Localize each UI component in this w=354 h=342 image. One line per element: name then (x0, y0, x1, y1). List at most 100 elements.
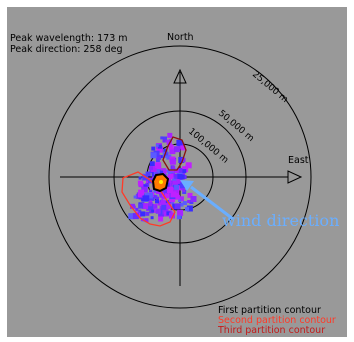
spectrum-pixel (166, 154, 172, 160)
spectrum-pixel (166, 169, 170, 173)
spectrum-pixel (177, 174, 183, 179)
spectrum-pixel (163, 148, 168, 153)
spectrum-pixel (162, 139, 166, 143)
spectrum-pixel (157, 208, 163, 214)
spectrum-pixel (157, 144, 162, 149)
spectrum-pixel (151, 146, 156, 151)
spectrum-pixel (174, 146, 180, 153)
spectrum-pixel (164, 193, 170, 199)
wind-direction-label: wind direction (222, 211, 339, 230)
spectrum-pixel (161, 204, 167, 210)
wind-direction-arrow (180, 180, 234, 221)
spectrum-pixel (185, 162, 192, 169)
spectrum-pixel (141, 198, 145, 202)
spectrum-pixel (144, 218, 149, 223)
spectrum-pixel (165, 203, 172, 210)
spectrum-pixel (178, 156, 185, 163)
spectrum-pixel (138, 176, 142, 180)
spectrum-pixel (176, 139, 183, 146)
spectrum-pixel (157, 200, 163, 206)
spectrum-pixel (168, 144, 174, 150)
spectrum-pixel (149, 190, 153, 194)
spectrum-pixel (166, 140, 172, 145)
spectrum-pixel (155, 199, 159, 204)
spectrum-pixel (132, 213, 139, 220)
spectrum-pixel (185, 207, 189, 212)
spectrum-pixel (169, 196, 175, 203)
spectrum-pixel (164, 152, 168, 156)
spectrum-pixel (181, 172, 186, 177)
spectrum-pixel (179, 202, 184, 207)
spectrum-pixel (146, 192, 153, 199)
spectrum-pixel (166, 211, 171, 216)
spectrum-pixel (167, 187, 173, 193)
spectrum-pixel (141, 186, 148, 193)
spectrum-pixel (161, 168, 167, 174)
spectrum-pixel (128, 213, 135, 220)
spectrum-pixel (174, 194, 180, 200)
spectrum-pixel (149, 161, 155, 167)
spectrum-pixel (156, 196, 159, 200)
spectrum-pixel (159, 193, 164, 198)
spectrum-pixel (148, 202, 153, 207)
spectrum-pixel (160, 136, 164, 140)
spectrum-pixel (143, 195, 150, 202)
spectrum-pixel (150, 216, 154, 220)
spectrum-pixel (167, 132, 173, 138)
north-arrowhead (173, 68, 187, 84)
spectrum-peak (159, 180, 163, 184)
wind-arrow-head (180, 180, 194, 191)
spectrum-pixel (186, 205, 193, 212)
east-arrowhead (287, 170, 303, 184)
spectrum-pixel (160, 200, 166, 206)
spectrum-pixel (145, 211, 150, 216)
spectrum-pixel (155, 162, 162, 169)
legend-second-partition: Second partition contour (218, 315, 336, 326)
spectrum-pixel (163, 136, 167, 141)
spectrum-pixel (156, 154, 162, 160)
spectrum-pixel (153, 190, 157, 193)
spectrum-pixel (158, 216, 164, 222)
spectrum-pixel (159, 170, 164, 175)
spectrum-pixel (170, 191, 177, 198)
third-partition-contour (162, 136, 187, 171)
spectrum-pixel (172, 179, 177, 184)
spectrum-pixel (169, 158, 176, 165)
spectrum-pixel (137, 180, 143, 186)
spectrum-pixel (160, 155, 164, 159)
spectrum-pixel (155, 158, 160, 163)
spectrum-pixel (174, 169, 179, 173)
spectrum-pixel (176, 177, 181, 182)
spectrum-pixel (138, 189, 145, 196)
spectrum-pixel (153, 169, 160, 176)
spectrum-pixel (173, 188, 179, 194)
spectrum-pixel (138, 203, 144, 209)
spectrum-pixel (169, 212, 175, 219)
peak-direction-label: Peak direction: 258 deg (10, 44, 123, 55)
second-partition-contour (121, 171, 176, 227)
spectrum-pixel (178, 199, 182, 202)
spectrum-pixel (190, 196, 197, 202)
spectrum-pixel (172, 165, 176, 169)
spectrum-pixel (179, 182, 186, 189)
spectrum-pixel (178, 196, 184, 202)
spectrum-pixel (135, 207, 139, 211)
spectrum-pixel (180, 145, 186, 151)
spectrum-pixel (130, 203, 135, 209)
spectrum-pixel (150, 152, 157, 159)
north-label: North (167, 32, 194, 43)
spectrum-pixel (153, 195, 157, 199)
spectrum-pixel (187, 192, 193, 198)
spectrum-pixel (150, 166, 157, 172)
legend-first-partition: First partition contour (218, 305, 321, 316)
peak-wavelength-label: Peak wavelength: 173 m (10, 33, 128, 44)
spectrum-pixel (168, 173, 174, 179)
spectrum-pixel (169, 148, 176, 155)
spectrum-pixel (147, 203, 154, 210)
spectrum-pixel (187, 200, 191, 203)
east-label: East (288, 155, 309, 166)
spectrum-pixel (133, 195, 137, 199)
spectrum-pixel (155, 143, 159, 147)
spectrum-pixel (142, 203, 149, 210)
